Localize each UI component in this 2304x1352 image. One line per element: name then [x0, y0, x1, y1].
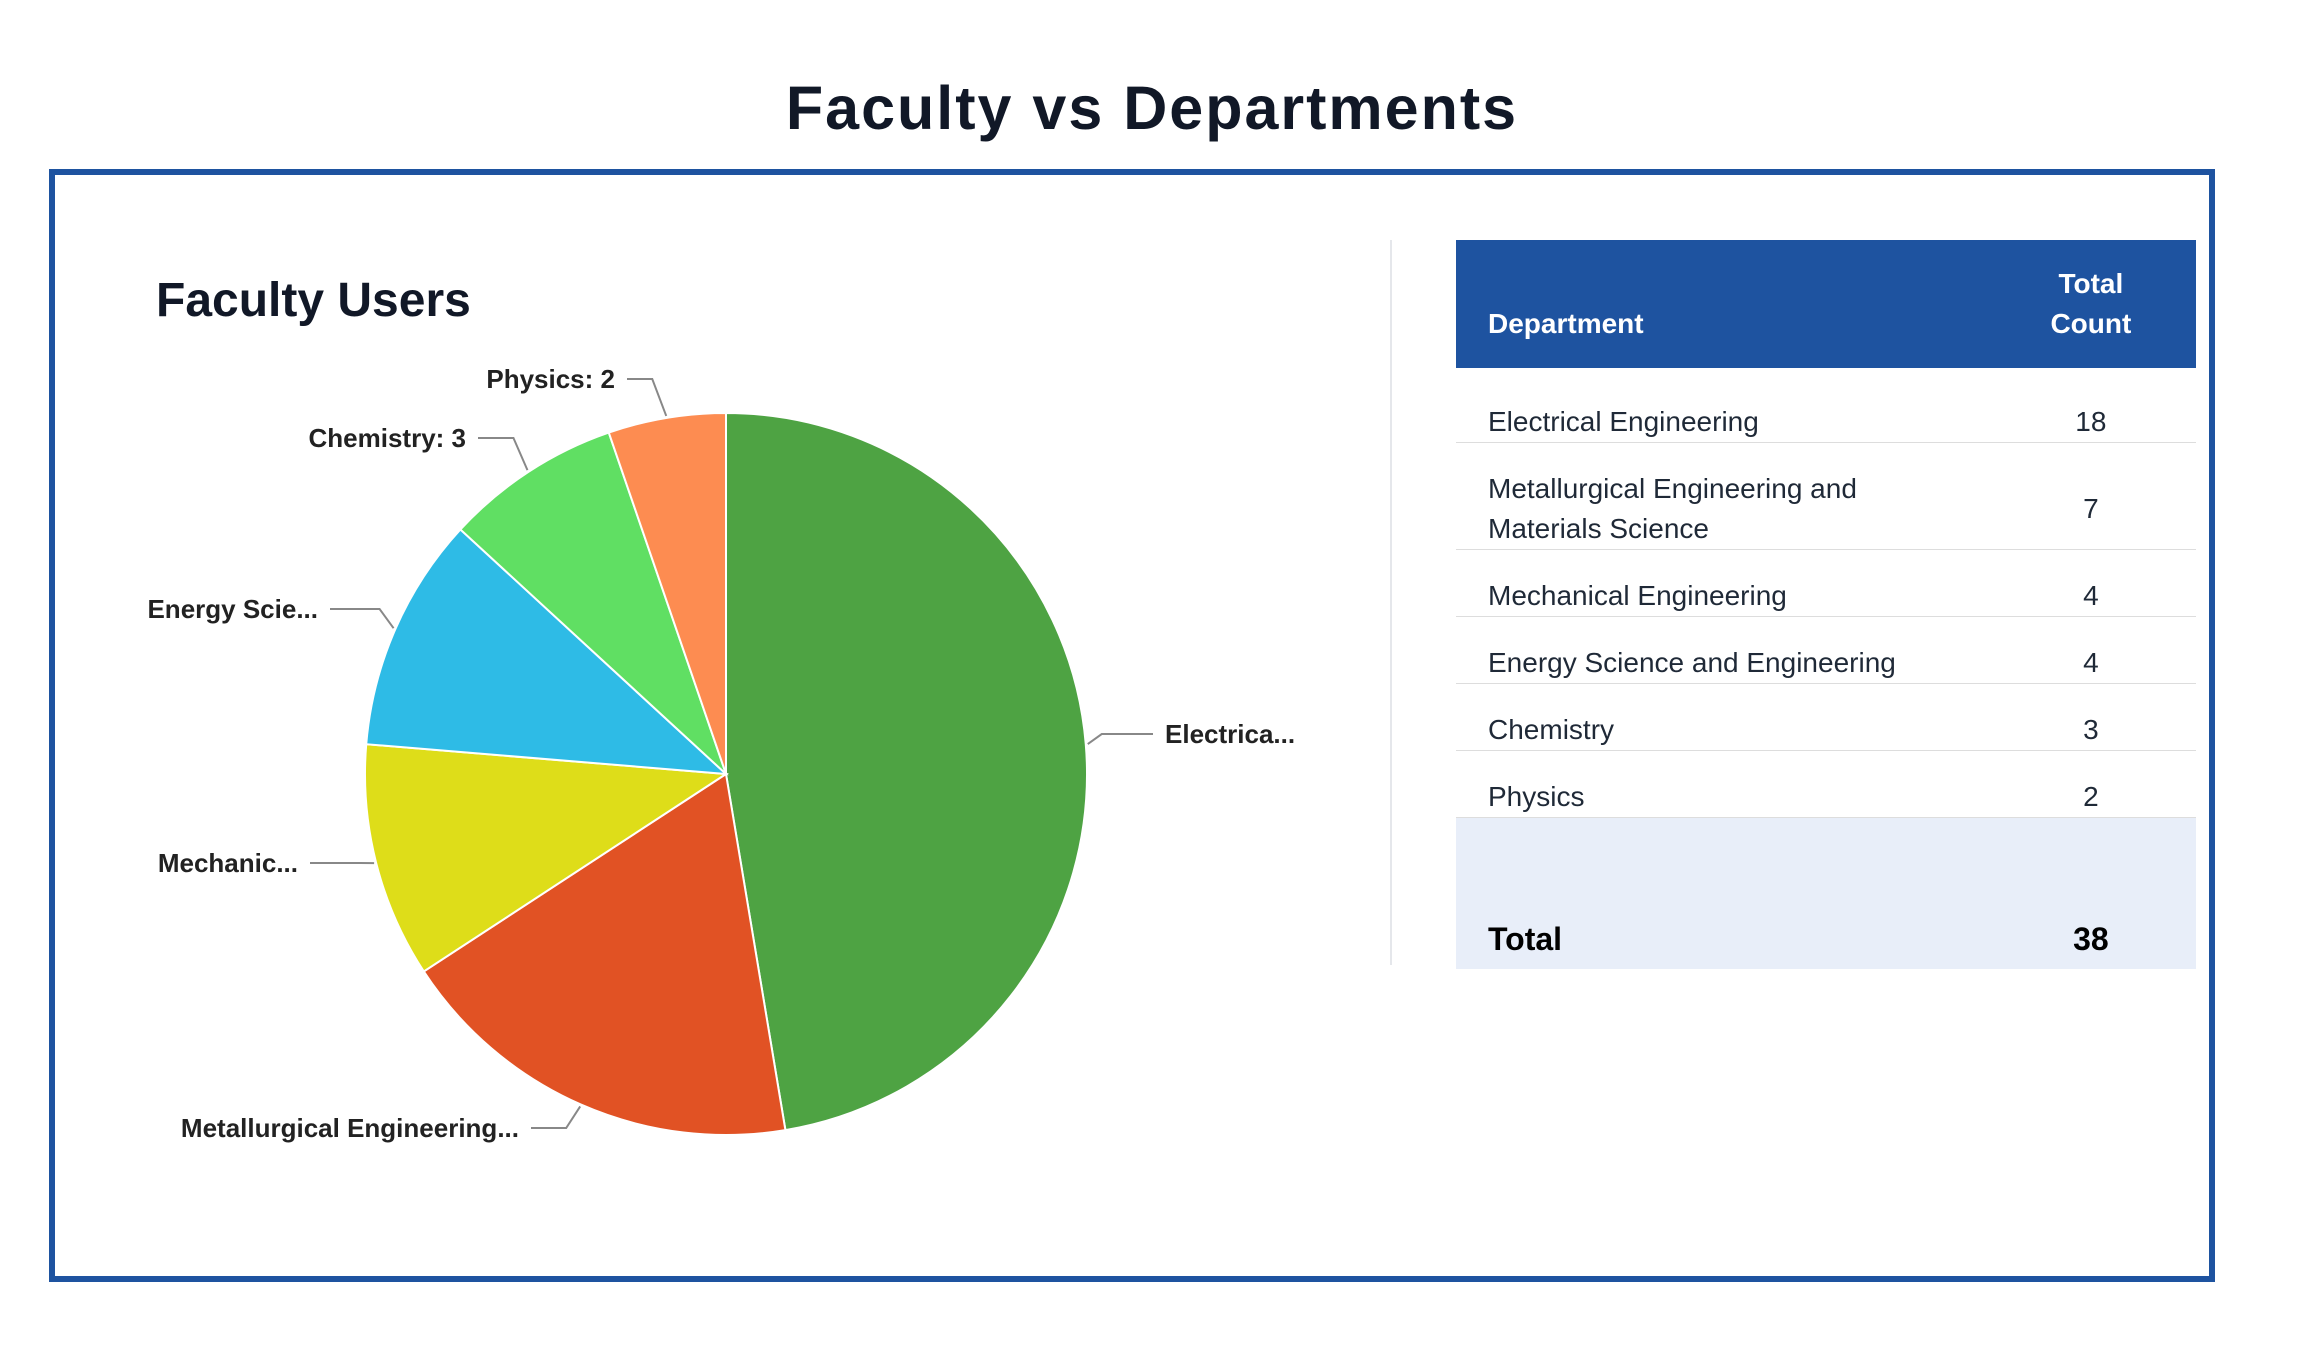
department-count: 4 — [1985, 549, 2196, 617]
header-count-line1: Total — [2058, 268, 2124, 299]
slice-label: Mechanic... — [158, 848, 298, 878]
pie-chart: Electrica... Metallurgical Engineering...… — [147, 364, 1295, 1143]
table-row: Chemistry 3 — [1456, 683, 2196, 751]
pie-slice — [725, 411, 1088, 1132]
slice-label: Physics: 2 — [486, 364, 615, 394]
slice-label: Metallurgical Engineering... — [181, 1113, 519, 1143]
department-name: Mechanical Engineering — [1456, 549, 1986, 617]
department-table: Department Total Count Electrical Engine… — [1456, 240, 2196, 969]
department-count: 7 — [1985, 442, 2196, 550]
pie-slice — [364, 743, 729, 973]
leader-line — [1087, 733, 1153, 745]
header-department: Department — [1456, 240, 1986, 368]
table-row: Mechanical Engineering 4 — [1456, 549, 2196, 617]
leader-line — [531, 1105, 582, 1129]
table-row: Metallurgical Engineering and Materials … — [1456, 442, 2196, 550]
section-divider — [1390, 240, 1392, 965]
faculty-panel: Faculty Users Electrica... Metallurgical … — [49, 169, 2215, 1282]
total-value: 38 — [1985, 817, 2196, 969]
department-table-section: Department Total Count Electrical Engine… — [1456, 240, 2196, 969]
page-title: Faculty vs Departments — [785, 74, 1519, 142]
leader-line — [627, 378, 668, 417]
pie-slice — [365, 528, 729, 776]
chart-section: Faculty Users Electrica... Metallurgical … — [55, 175, 1385, 1275]
department-count: 3 — [1985, 683, 2196, 751]
department-name: Chemistry — [1456, 683, 1986, 751]
department-count: 4 — [1985, 616, 2196, 684]
pie-slice — [458, 431, 727, 775]
department-count: 18 — [1985, 368, 2196, 443]
department-count: 2 — [1985, 750, 2196, 818]
department-name: Energy Science and Engineering — [1456, 616, 1986, 684]
leader-line — [478, 437, 529, 471]
department-name: Electrical Engineering — [1456, 368, 1986, 443]
slice-label: Electrica... — [1165, 719, 1295, 749]
department-name: Physics — [1456, 750, 1986, 818]
table-row: Energy Science and Engineering 4 — [1456, 616, 2196, 684]
table-row: Electrical Engineering 18 — [1456, 368, 2196, 443]
pie-slice — [607, 411, 727, 775]
slice-label: Energy Scie... — [147, 594, 318, 624]
header-count-line2: Count — [2050, 308, 2132, 339]
table-header-row: Department Total Count — [1456, 240, 2196, 368]
header-total-count: Total Count — [1985, 240, 2196, 368]
pie-slice — [422, 772, 787, 1136]
table-row: Physics 2 — [1456, 750, 2196, 818]
slice-label: Chemistry: 3 — [309, 423, 467, 453]
department-name: Metallurgical Engineering and Materials … — [1456, 442, 1986, 550]
chart-title: Faculty Users — [156, 274, 471, 327]
total-row: Total 38 — [1456, 817, 2196, 969]
total-label: Total — [1456, 817, 1986, 969]
leader-line — [330, 608, 395, 629]
